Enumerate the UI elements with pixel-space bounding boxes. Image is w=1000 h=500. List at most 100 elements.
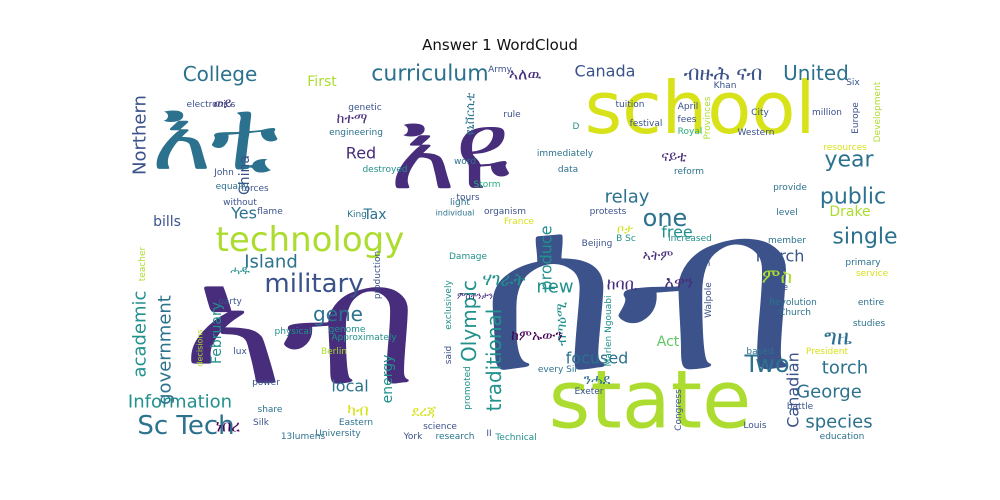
word-151: Army: [488, 65, 512, 75]
word-80: studies: [853, 319, 886, 329]
word-17: ብዙሕ ናብ: [684, 61, 763, 85]
word-86: entire: [858, 298, 885, 308]
word-11: year: [824, 148, 874, 173]
word-5: እቲ: [152, 77, 279, 194]
word-140: Eastern: [339, 418, 373, 428]
word-44: bills: [153, 214, 181, 230]
word-112: million: [812, 108, 842, 118]
word-8: military: [264, 269, 363, 299]
word-48: ምስ: [762, 264, 792, 288]
word-106: fees: [678, 115, 697, 125]
word-103: Storm: [473, 180, 500, 190]
word-38: Yes: [230, 204, 257, 223]
word-46: Drake: [829, 204, 870, 220]
word-141: Silk: [253, 418, 270, 428]
word-2: ኣብ: [183, 226, 418, 424]
word-123: Walpole: [704, 282, 714, 318]
word-131: said: [444, 346, 454, 364]
word-74: organism: [484, 207, 526, 217]
word-73: production: [373, 251, 383, 299]
word-95: King: [347, 210, 367, 220]
word-71: Approximately: [331, 333, 397, 343]
word-32: focused: [566, 349, 629, 368]
word-68: Marlen Ngouabi: [604, 296, 614, 367]
word-126: Beijing: [582, 239, 613, 249]
word-37: Red: [346, 144, 376, 163]
word-81: primary: [845, 258, 881, 268]
word-83: Church: [779, 308, 811, 318]
word-104: reform: [674, 167, 704, 177]
word-47: Act: [657, 334, 680, 350]
word-62: ደረጃ: [412, 404, 437, 420]
word-29: Canadian: [784, 352, 803, 427]
word-136: Technical: [494, 433, 536, 443]
word-116: Development: [873, 81, 883, 142]
word-101: tours: [456, 193, 479, 203]
word-128: Damage: [449, 252, 487, 262]
word-109: April: [678, 102, 699, 112]
word-88: power: [252, 378, 280, 388]
word-90: party: [218, 297, 242, 307]
word-125: protests: [590, 207, 627, 217]
word-9: Sc Tech: [137, 411, 234, 441]
word-120: member: [768, 236, 806, 246]
word-16: United: [783, 61, 849, 85]
word-130: promoted: [463, 366, 473, 410]
word-49: ግዜ: [824, 326, 852, 351]
word-36: March: [756, 247, 805, 266]
word-41: February: [209, 302, 225, 364]
word-142: Berlin: [321, 347, 347, 357]
word-119: level: [776, 208, 797, 218]
word-72: immediately: [537, 149, 594, 159]
word-43: First: [307, 74, 337, 90]
word-25: traditional: [482, 309, 506, 412]
word-152: D: [573, 122, 580, 132]
word-64: ዩኒቨርሲቲ: [463, 93, 477, 136]
word-59: ብጣዕሚ: [554, 302, 570, 346]
word-67: ቦታ: [617, 222, 633, 236]
word-23: torch: [822, 358, 868, 379]
word-33: relay: [605, 187, 650, 208]
word-6: technology: [216, 220, 405, 260]
word-20: Information: [128, 392, 232, 413]
word-148: teacher: [138, 246, 148, 281]
word-54: ሃገራት: [483, 270, 526, 291]
word-24: Olympic: [457, 280, 481, 362]
word-114: Six: [846, 78, 860, 88]
word-118: Provinces: [703, 96, 713, 139]
word-58: ነበረ: [216, 417, 241, 436]
word-96: destroyed: [362, 165, 407, 175]
word-52: ወይ: [213, 96, 232, 112]
word-94: flame: [257, 207, 283, 217]
word-139: service: [856, 269, 889, 279]
word-93: without: [223, 198, 257, 208]
word-98: rule: [503, 110, 521, 120]
word-79: science: [423, 422, 457, 432]
word-84: battle: [787, 402, 814, 412]
word-129: exclusively: [444, 280, 454, 330]
word-61: ኣትም: [643, 248, 674, 264]
word-117: resources: [823, 143, 867, 153]
word-145: lux: [233, 347, 247, 357]
word-7: curriculum: [371, 62, 488, 87]
word-34: free: [661, 223, 693, 242]
word-137: Congress: [674, 389, 684, 431]
word-50: ኣለዉ: [509, 65, 542, 84]
word-27: academic: [130, 291, 151, 378]
word-153: B Sc: [616, 234, 636, 244]
word-40: energy: [380, 355, 396, 404]
word-87: based: [746, 347, 773, 357]
word-102: light: [450, 198, 470, 208]
word-146: decisions: [196, 329, 205, 366]
word-113: Khan: [714, 81, 737, 91]
word-111: Western: [738, 128, 775, 138]
word-91: forces: [241, 184, 269, 194]
word-70: engineering: [329, 128, 383, 138]
word-45: Tax: [362, 207, 386, 223]
word-53: ናይቲ: [661, 149, 687, 165]
word-35: new: [536, 277, 573, 298]
word-143: 13lumens: [281, 432, 326, 442]
word-121: High: [690, 259, 711, 269]
word-30: Canada: [575, 62, 636, 81]
